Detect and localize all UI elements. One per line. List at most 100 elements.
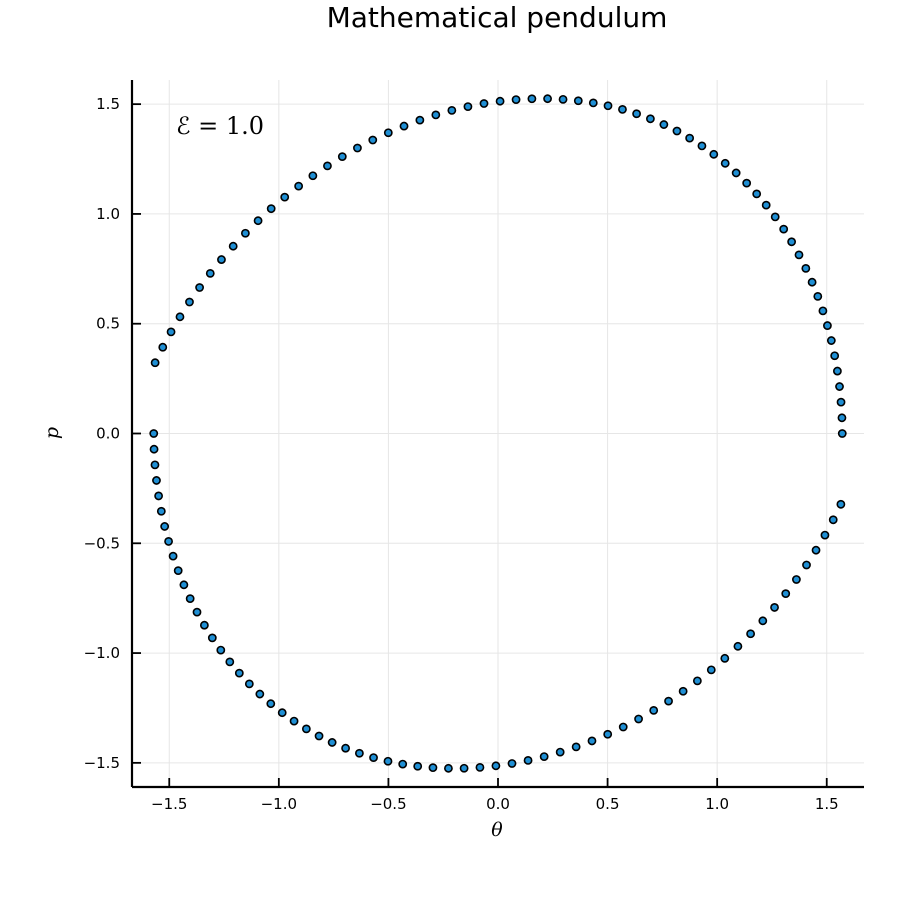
data-point <box>770 603 779 612</box>
data-point <box>337 152 347 162</box>
data-point <box>511 95 521 105</box>
x-tick-label: 0.0 <box>486 795 510 813</box>
data-point <box>431 110 441 120</box>
data-point <box>761 200 771 210</box>
data-point <box>168 551 178 561</box>
data-point <box>160 522 170 531</box>
chart-title: Mathematical pendulum <box>327 1 668 34</box>
data-point <box>158 342 168 352</box>
data-point <box>832 366 842 376</box>
data-point <box>720 653 730 663</box>
data-point <box>823 321 832 330</box>
data-point <box>587 736 597 746</box>
data-point <box>475 762 485 772</box>
data-point <box>266 699 276 709</box>
data-point <box>588 98 598 108</box>
data-point <box>649 705 659 715</box>
data-point <box>752 189 762 199</box>
data-point <box>811 545 821 555</box>
data-point <box>527 94 537 104</box>
data-point <box>692 676 702 686</box>
data-point <box>491 761 501 771</box>
data-point <box>685 133 695 143</box>
data-point <box>179 580 189 590</box>
y-tick-label: −1.5 <box>84 754 120 772</box>
data-point <box>813 291 823 301</box>
data-point <box>837 413 847 423</box>
data-point <box>240 228 250 238</box>
data-point <box>255 689 265 699</box>
data-point <box>277 708 287 718</box>
data-point <box>746 629 756 639</box>
x-tick-label: 1.5 <box>815 795 839 813</box>
y-tick-label: 0.0 <box>96 425 120 443</box>
data-point <box>341 743 350 753</box>
data-point <box>835 382 844 391</box>
data-point <box>154 491 164 501</box>
data-point <box>618 722 628 732</box>
data-point <box>507 759 517 768</box>
data-point <box>217 255 226 264</box>
x-tick-label: −1.5 <box>151 795 187 813</box>
data-point <box>323 161 332 171</box>
data-point <box>826 336 836 345</box>
data-point <box>149 444 159 454</box>
data-point <box>659 120 669 129</box>
data-point <box>779 224 789 234</box>
data-point <box>166 327 176 337</box>
data-point <box>830 351 840 361</box>
y-axis-label: p <box>41 427 63 439</box>
data-point <box>280 192 290 202</box>
ticks: −1.5 −1.0 −0.5 0.0 0.5 1.0 1.5 −1.5 −1.0 −0.5 0.0 0… <box>84 95 839 813</box>
data-point <box>413 761 423 771</box>
data-point <box>228 241 238 251</box>
data-point <box>399 121 409 131</box>
y-tick-label: 1.0 <box>96 205 120 223</box>
data-point <box>447 105 457 115</box>
data-point <box>792 575 801 584</box>
data-point <box>175 312 185 322</box>
data-point <box>398 759 408 769</box>
data-point <box>479 99 489 108</box>
data-point <box>156 506 166 516</box>
data-point <box>709 149 719 159</box>
data-point <box>207 633 217 643</box>
data-point <box>634 714 643 724</box>
data-point <box>837 429 847 438</box>
x-tick-label: −0.5 <box>370 795 406 813</box>
data-point <box>253 216 263 226</box>
data-point <box>369 753 378 763</box>
data-point <box>353 143 362 153</box>
data-point <box>731 168 741 178</box>
data-point <box>801 263 811 273</box>
data-point <box>646 114 655 124</box>
data-point <box>459 763 469 773</box>
data-point <box>706 665 716 675</box>
data-point <box>603 101 613 111</box>
energy-annotation: ℰ = 1.0 <box>176 112 264 140</box>
y-tick-label: 0.5 <box>96 315 120 333</box>
data-point <box>199 620 209 630</box>
data-point <box>149 429 159 438</box>
data-point <box>150 358 160 368</box>
data-point <box>770 212 780 222</box>
data-point <box>308 171 318 181</box>
data-point <box>539 752 549 762</box>
data-point <box>152 476 161 485</box>
data-point <box>383 128 393 138</box>
data-point <box>150 460 160 470</box>
data-point <box>234 668 244 678</box>
y-tick-label: 1.5 <box>96 95 120 113</box>
data-point <box>802 560 811 570</box>
data-point <box>225 657 235 667</box>
data-point <box>787 237 797 247</box>
data-point <box>415 115 425 125</box>
data-point <box>301 724 311 734</box>
data-point <box>294 181 304 191</box>
data-point <box>720 158 730 168</box>
data-point <box>205 268 215 278</box>
data-point <box>444 763 453 773</box>
data-point <box>820 530 830 540</box>
data-point <box>794 250 804 260</box>
